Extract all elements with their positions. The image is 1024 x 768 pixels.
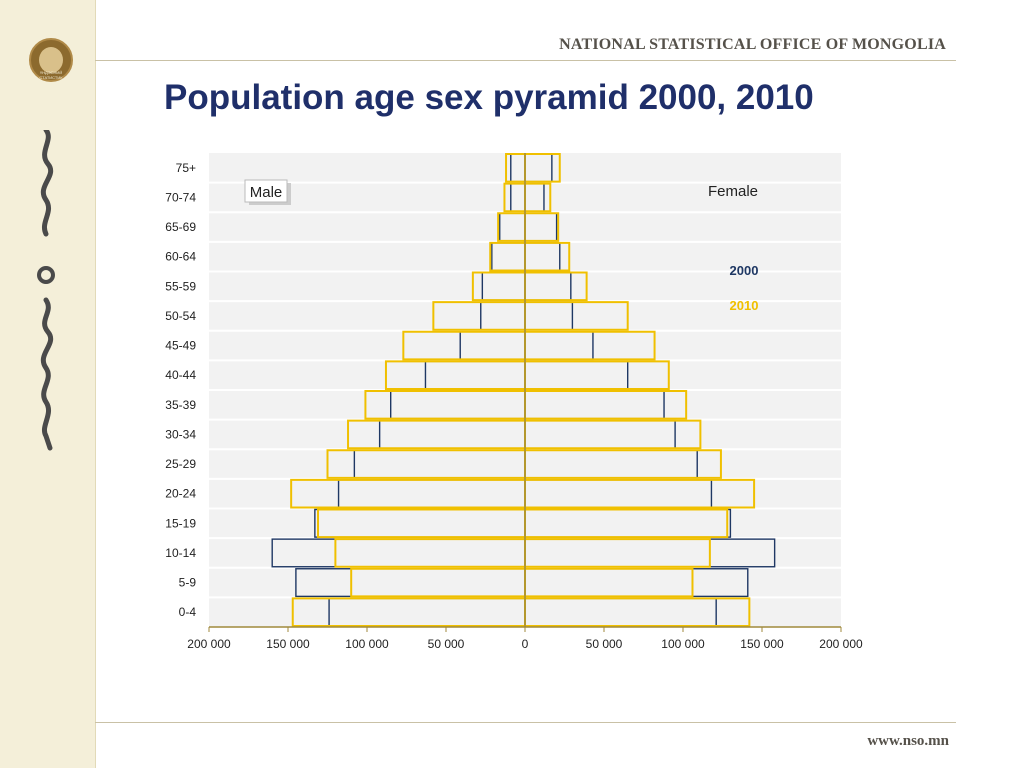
y-tick-label: 40-44 [165,368,196,382]
y-tick-label: 55-59 [165,279,196,293]
mongolian-script-icon [37,130,55,451]
soyombo-emblem-icon [39,47,63,73]
x-tick-label: 50 000 [586,637,623,651]
y-tick-label: 60-64 [165,250,196,264]
y-tick-label: 45-49 [165,339,196,353]
sidebar: ҮНДЭСНИЙ СТАТИСТИК [0,0,96,768]
y-tick-label: 5-9 [179,576,197,590]
x-tick-label: 200 000 [187,637,231,651]
y-tick-label: 75+ [176,161,196,175]
male-label-box [244,179,288,203]
y-tick-label: 20-24 [165,487,196,501]
y-tick-label: 25-29 [165,457,196,471]
x-tick-label: 100 000 [661,637,705,651]
legend-2000: 2000 [730,263,759,278]
legend-2010: 2010 [730,298,759,313]
y-tick-label: 65-69 [165,220,196,234]
header-divider [95,60,956,61]
y-tick-label: 30-34 [165,427,196,441]
page-title: Population age sex pyramid 2000, 2010 [164,78,814,117]
x-tick-label: 200 000 [819,637,863,651]
organization-name: NATIONAL STATISTICAL OFFICE OF MONGOLIA [559,36,946,53]
nso-logo: ҮНДЭСНИЙ СТАТИСТИК [29,38,73,82]
x-tick-label: 50 000 [428,637,465,651]
x-tick-label: 150 000 [266,637,310,651]
x-tick-label: 100 000 [345,637,389,651]
footer-divider [95,722,956,723]
footer-url: www.nso.mn [867,733,949,749]
male-label: Male [250,184,283,201]
y-tick-label: 15-19 [165,516,196,530]
x-tick-label: 150 000 [740,637,784,651]
y-tick-label: 0-4 [179,605,197,619]
x-tick-label: 0 [522,637,529,651]
logo-text: ҮНДЭСНИЙ СТАТИСТИК [39,70,63,80]
y-tick-label: 70-74 [165,190,196,204]
y-tick-label: 35-39 [165,398,196,412]
y-tick-label: 50-54 [165,309,196,323]
female-label: Female [708,183,758,200]
y-tick-label: 10-14 [165,546,196,560]
